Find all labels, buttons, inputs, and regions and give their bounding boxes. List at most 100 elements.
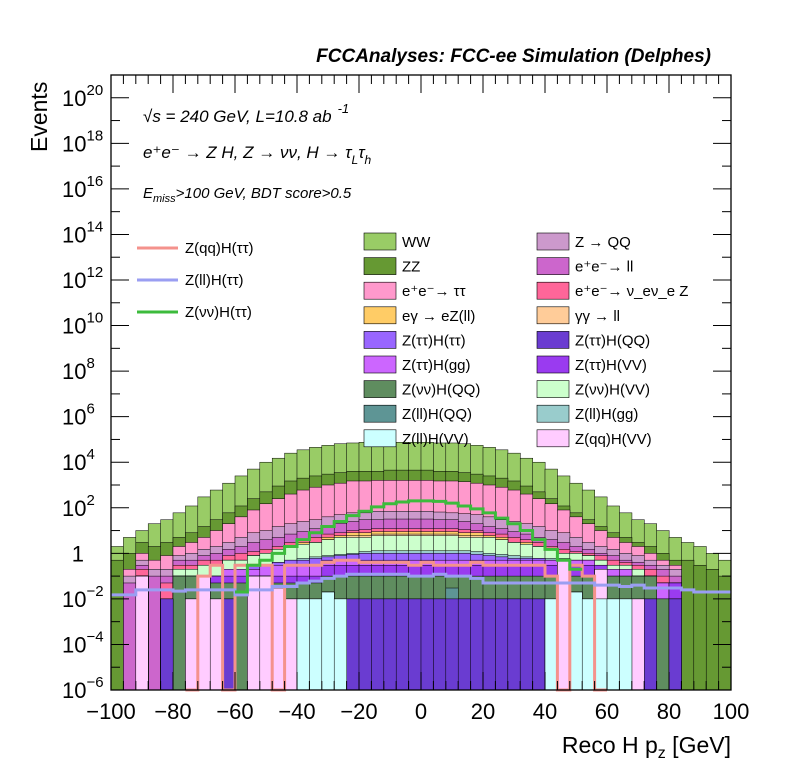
bkg-bar-z-h-qq- — [160, 598, 174, 691]
stacked-histograms — [110, 442, 732, 691]
bkg-bar-z-h-qq- — [371, 598, 385, 691]
legend-label: Z(ll)H(QQ) — [402, 406, 472, 423]
bkg-bar-z-h-qq- — [668, 598, 682, 691]
bkg-bar-z-qq-h-vv- — [557, 559, 571, 691]
legend-swatch — [363, 404, 397, 423]
bkg-bar-z-h-qq- — [420, 598, 434, 691]
bkg-bar-z-h-qq- — [519, 598, 534, 691]
bkg-bar-z-ll-h-vv- — [309, 598, 323, 691]
bkg-bar-z-h-qq- — [507, 598, 521, 691]
y-tick-label: 10−2 — [62, 583, 104, 612]
bkg-bar-z-h-qq- — [172, 575, 186, 691]
x-tick-label: 20 — [471, 699, 495, 724]
legend-label: Z(ll)H(gg) — [575, 406, 638, 423]
bkg-bar-z-ll-h-vv- — [321, 591, 335, 691]
annotation-cut: Emiss>100 GeV, BDT score>0.5 — [143, 185, 352, 205]
x-axis-label-unit: [GeV] — [666, 732, 731, 758]
y-tick-label: 1 — [72, 541, 84, 566]
x-tick-label: −20 — [340, 699, 377, 724]
bkg-bar-z-ll-h-vv- — [594, 598, 608, 691]
x-tick-label: 40 — [533, 699, 557, 724]
signal-legend-label: Z(νν)H(ττ) — [185, 304, 252, 321]
y-tick-label: 1012 — [62, 264, 103, 293]
bkg-bar-z-h-qq- — [408, 598, 422, 691]
legend-label: γγ → ll — [575, 308, 620, 325]
bkg-bar-z-qq-h-vv- — [185, 598, 199, 691]
legend-swatch — [536, 306, 570, 325]
bkg-bar-z-qq-h-vv- — [271, 587, 286, 691]
bkg-bar-zz — [705, 569, 720, 691]
legend-swatch — [363, 355, 397, 374]
bkg-bar-z-h-qq- — [358, 598, 372, 691]
legend-swatch — [536, 404, 570, 423]
bkg-bar-z-ll-h-vv- — [606, 598, 620, 691]
x-axis-label-main: Reco H p — [562, 732, 658, 758]
bkg-bar-z-h-qq- — [470, 598, 484, 691]
y-tick-label: 10−6 — [62, 674, 104, 703]
legend-swatch — [363, 281, 397, 300]
legend-swatch — [363, 429, 397, 448]
bkg-bar-z-h-qq- — [234, 582, 248, 691]
x-tick-label: −60 — [216, 699, 253, 724]
x-tick-label: −80 — [154, 699, 191, 724]
bkg-bar-z-h-qq- — [656, 598, 670, 691]
y-tick-label: 1010 — [62, 310, 103, 339]
legend-label: WW — [402, 234, 431, 251]
signal-legend: Z(qq)H(ττ) Z(ll)H(ττ) Z(νν)H(ττ) — [137, 240, 254, 321]
bkg-bar-z-qq-h-vv- — [284, 598, 298, 691]
bkg-bar-z-h-qq- — [445, 598, 459, 691]
bkg-bar-z-h-qq- — [222, 598, 236, 691]
signal-line-z-qq-h- — [185, 558, 607, 692]
y-tick-label: 1014 — [62, 218, 103, 247]
legend-label: Z(ττ)H(VV) — [575, 357, 647, 374]
legend-swatch — [363, 380, 397, 398]
annotation-cut-e: E — [143, 185, 154, 202]
bkg-bar-z-qq-h-vv- — [209, 598, 223, 691]
x-tick-label: 0 — [415, 699, 427, 724]
x-tick-label: −40 — [278, 699, 315, 724]
bkg-bar-z-ll-h-vv- — [581, 598, 596, 691]
y-tick-label: 104 — [62, 446, 95, 475]
bkg-bar-z-h-qq- — [495, 598, 509, 691]
bkg-bar-z-qq-h-vv- — [247, 575, 261, 691]
legend-label: e⁺e⁻→ ν_eν_e Z — [575, 283, 688, 300]
bkg-bar-z-ll-h-vv- — [296, 598, 310, 691]
legend-label: Z → QQ — [575, 234, 631, 251]
legend-label: e⁺e⁻→ ττ — [402, 283, 466, 300]
bkg-bar-z-ll-h-vv- — [544, 598, 558, 691]
legend-label: Z(ττ)H(gg) — [402, 357, 471, 374]
background-legend: WW ZZ e⁺e⁻→ ττ eγ → eZ(ll) Z(ττ)H(ττ) Z(ττ)H(… — [363, 232, 688, 448]
signal-line-z-h- — [235, 499, 583, 594]
x-tick-label: 60 — [595, 699, 619, 724]
legend-label: e⁺e⁻→ ll — [575, 259, 633, 276]
legend-swatch — [363, 257, 397, 275]
annotation-process: e⁺e⁻ → Z H, Z → νν, H → τLτh — [143, 143, 372, 167]
annotation-energy-lumi-main: √s = 240 GeV, L=10.8 ab — [143, 107, 332, 126]
legend-swatch — [536, 355, 570, 374]
bkg-bar-z-ll-h-vv- — [333, 598, 348, 691]
legend-label: Z(qq)H(VV) — [575, 431, 652, 448]
bkg-bar-z-ll-h-vv- — [619, 598, 633, 691]
bkg-bar-z-h-qq- — [532, 598, 546, 691]
annotation-process-sub2: h — [365, 153, 372, 167]
bkg-bar-e-e-ll — [147, 575, 161, 691]
annotation-cut-rest: >100 GeV, BDT score>0.5 — [176, 185, 352, 202]
axis-ticks — [110, 74, 732, 691]
y-tick-label: 1018 — [62, 127, 103, 156]
annotations: √s = 240 GeV, L=10.8 ab -1 e⁺e⁻ → Z H, Z … — [143, 101, 372, 205]
legend-swatch — [363, 331, 397, 349]
legend-label: Z(νν)H(QQ) — [402, 382, 480, 399]
bkg-bar-z-h-qq- — [346, 598, 360, 691]
x-tick-label: −100 — [86, 699, 136, 724]
legend-swatch — [536, 331, 570, 349]
annotation-energy-lumi-sup: -1 — [338, 101, 350, 116]
y-tick-label: 102 — [62, 492, 95, 521]
bkg-bar-z-h-qq- — [643, 598, 658, 691]
y-tick-label: 1016 — [62, 173, 103, 202]
signal-line-z-ll-h- — [111, 572, 731, 597]
bkg-bar-z-h-qq- — [457, 598, 472, 691]
x-tick-label: 80 — [657, 699, 681, 724]
y-axis-label: Events — [26, 82, 52, 152]
legend-label: Z(ττ)H(QQ) — [575, 332, 650, 349]
